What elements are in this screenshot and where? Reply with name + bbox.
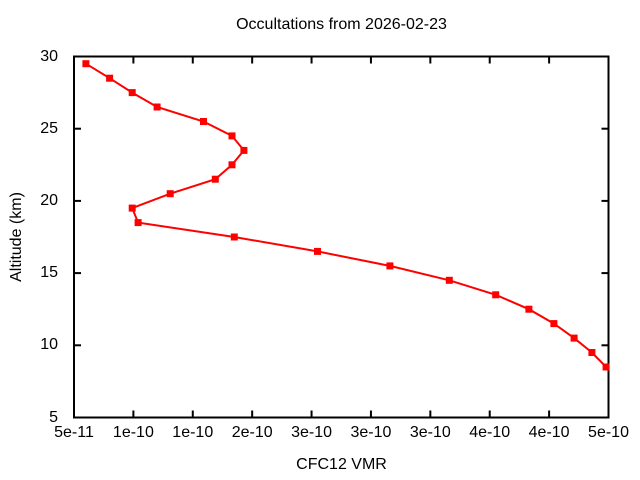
x-tick-label: 3e-10 <box>291 424 333 441</box>
x-tick-label: 5e-11 <box>54 424 94 441</box>
x-tick-label: 4e-10 <box>469 424 511 441</box>
data-line <box>85 62 607 368</box>
data-point-marker <box>386 262 394 270</box>
y-tick-label: 5 <box>49 408 58 426</box>
data-point-marker <box>128 89 136 97</box>
data-point-marker <box>492 291 500 299</box>
data-point-marker <box>314 247 321 255</box>
data-point-marker <box>445 276 453 284</box>
y-tick-label: 25 <box>40 119 58 137</box>
y-tick-label: 20 <box>40 191 58 209</box>
x-tick-label: 2e-10 <box>231 424 273 441</box>
y-tick-label: 10 <box>40 336 58 354</box>
chart-title: Occultations from 2026-02-23 <box>236 16 447 33</box>
data-point-marker <box>602 363 610 371</box>
y-tick-label: 15 <box>40 264 58 282</box>
x-tick-label: 3e-10 <box>350 424 392 441</box>
data-point-marker <box>525 305 533 313</box>
data-point-marker <box>82 60 90 68</box>
data-point-marker <box>166 190 174 198</box>
data-point-marker <box>211 175 219 183</box>
data-point-marker <box>230 233 238 241</box>
x-tick-label: 5e-10 <box>588 424 629 441</box>
data-point-marker <box>134 219 142 227</box>
x-tick-label: 1e-10 <box>112 424 154 441</box>
plot-border <box>73 55 610 419</box>
x-tick-label: 1e-10 <box>172 424 214 441</box>
x-tick-label: 4e-10 <box>528 424 570 441</box>
data-point-marker <box>228 132 236 140</box>
data-point-marker <box>550 320 558 328</box>
data-point-marker <box>588 349 596 356</box>
data-point-marker <box>106 74 114 82</box>
data-point-marker <box>240 146 248 154</box>
data-point-marker <box>200 118 207 125</box>
data-point-marker <box>228 161 236 169</box>
x-axis-label: CFC12 VMR <box>296 456 387 473</box>
data-point-marker <box>128 204 136 212</box>
data-point-marker <box>153 103 161 111</box>
x-tick-label: 3e-10 <box>409 424 451 441</box>
y-tick-label: 30 <box>40 47 58 65</box>
data-point-marker <box>570 334 578 342</box>
